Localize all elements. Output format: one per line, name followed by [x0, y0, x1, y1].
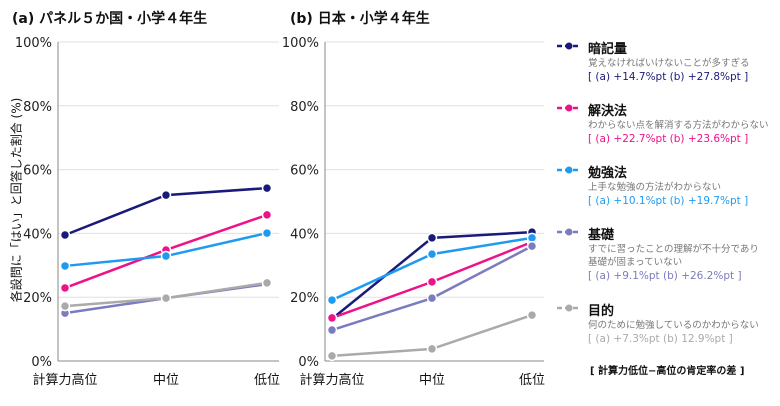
y-tick-label: 20% — [23, 291, 52, 306]
data-point — [261, 182, 273, 194]
y-tick-label: 20% — [290, 291, 319, 306]
data-point — [426, 292, 438, 304]
data-point — [426, 248, 438, 260]
y-tick-label: 80% — [23, 100, 52, 115]
data-point — [326, 350, 338, 362]
data-point — [326, 324, 338, 336]
data-point — [160, 250, 172, 262]
data-point — [426, 276, 438, 288]
data-point — [261, 209, 273, 221]
legend-diff: [ (a) +9.1%pt (b) +26.2%pt ] — [588, 270, 742, 282]
y-tick-label: 80% — [290, 100, 319, 115]
y-tick-label: 40% — [290, 227, 319, 242]
data-point — [426, 343, 438, 355]
legend-name: 解決法 — [588, 104, 628, 119]
chart-a-title: (a) パネル５か国・小学４年生 — [12, 11, 208, 27]
legend-description: 基礎が固まっていない — [588, 257, 683, 268]
legend-description: 何のために勉強しているのかわからない — [588, 320, 759, 331]
legend-name: 暗記量 — [588, 42, 628, 57]
y-tick-label: 100% — [282, 36, 319, 51]
y-tick-label: 40% — [23, 227, 52, 242]
legend-description: すでに習ったことの理解が不十分であり — [588, 244, 759, 255]
legend-name: 目的 — [588, 304, 615, 319]
legend-diff: [ (a) +7.3%pt (b) 12.9%pt ] — [588, 333, 733, 345]
data-point — [160, 189, 172, 201]
data-point — [160, 292, 172, 304]
y-tick-label: 0% — [31, 355, 52, 370]
legend-marker-icon — [557, 228, 581, 236]
legend-item: 目的 何のために勉強しているのかわからない [ (a) +7.3%pt (b) 12… — [556, 300, 780, 347]
data-point — [261, 277, 273, 289]
legend-item: 暗記量 覚えなければいけないことが多すぎる [ (a) +14.7%pt (b) +… — [556, 38, 780, 85]
legend-name: 基礎 — [588, 228, 615, 243]
legend-item: 基礎 すでに習ったことの理解が不十分であり 基礎が固まっていない [ (a) +9.1… — [556, 224, 780, 284]
legend-diff: [ (a) +14.7%pt (b) +27.8%pt ] — [588, 71, 749, 83]
x-tick-label: 中位 — [153, 373, 179, 388]
legend-marker-icon — [557, 166, 581, 174]
x-tick-label: 低位 — [254, 373, 280, 388]
data-point — [59, 229, 71, 241]
data-point — [326, 294, 338, 306]
y-tick-label: 60% — [290, 164, 319, 179]
data-point — [526, 309, 538, 321]
legend-marker-icon — [557, 104, 581, 112]
legend-description: 覚えなければいけないことが多すぎる — [588, 58, 750, 69]
y-tick-label: 60% — [23, 164, 52, 179]
legend-note: [ 計算力低位−高位の肯定率の差 ] — [590, 366, 745, 377]
legend-description: わからない点を解消する方法がわからない — [588, 120, 769, 131]
data-point — [59, 282, 71, 294]
chart-b-title: (b) 日本・小学４年生 — [290, 11, 430, 27]
x-tick-label: 中位 — [419, 373, 445, 388]
y-tick-label: 0% — [298, 355, 319, 370]
y-tick-label: 100% — [15, 36, 52, 51]
data-point — [426, 232, 438, 244]
series-line — [331, 236, 533, 302]
x-tick-label: 計算力高位 — [299, 372, 364, 388]
data-point — [326, 312, 338, 324]
data-point — [59, 260, 71, 272]
legend-name: 勉強法 — [588, 166, 628, 181]
legend-marker-icon — [557, 304, 581, 312]
legend-diff: [ (a) +22.7%pt (b) +23.6%pt ] — [588, 133, 749, 145]
x-tick-label: 計算力高位 — [32, 372, 97, 388]
legend-diff: [ (a) +10.1%pt (b) +19.7%pt ] — [588, 195, 749, 207]
data-point — [59, 300, 71, 312]
x-tick-label: 低位 — [519, 373, 545, 388]
data-point — [261, 227, 273, 239]
data-point — [526, 240, 538, 252]
legend-marker-icon — [557, 42, 581, 50]
legend-item: 解決法 わからない点を解消する方法がわからない [ (a) +22.7%pt (b)… — [556, 100, 780, 147]
legend-description: 上手な勉強の方法がわからない — [588, 182, 722, 193]
legend-item: 勉強法 上手な勉強の方法がわからない [ (a) +10.1%pt (b) +19.… — [556, 162, 780, 209]
